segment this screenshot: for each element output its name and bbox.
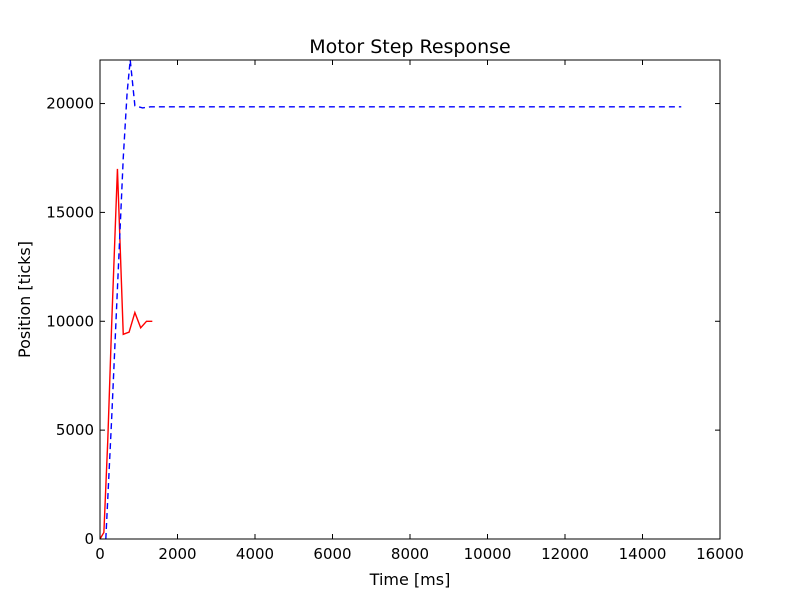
plot-area	[100, 60, 720, 539]
y-tick-label: 10000	[46, 312, 94, 330]
x-tick-label: 12000	[541, 545, 589, 563]
x-tick-label: 6000	[313, 545, 351, 563]
x-tick-label: 16000	[696, 545, 744, 563]
x-tick-label: 14000	[619, 545, 667, 563]
x-axis-label: Time [ms]	[369, 570, 451, 589]
plot-frame	[99, 59, 721, 540]
x-tick-label: 4000	[236, 545, 274, 563]
series-line-2	[105, 60, 682, 539]
series-line-1	[100, 168, 153, 539]
x-tick-label: 0	[95, 545, 105, 563]
chart-title: Motor Step Response	[309, 36, 511, 58]
y-tick-label: 0	[84, 530, 94, 548]
series-layer	[100, 60, 682, 539]
x-tick-label: 8000	[391, 545, 429, 563]
y-tick-label: 20000	[46, 95, 94, 113]
y-tick-label: 5000	[56, 421, 94, 439]
x-tick-label: 10000	[464, 545, 512, 563]
x-tick-label: 2000	[158, 545, 196, 563]
y-axis-label: Position [ticks]	[15, 241, 34, 358]
ticks-layer: 0 2000 4000 6000 8000 10000 12000 14000 16000 0 50…	[46, 60, 744, 563]
y-tick-label: 15000	[46, 203, 94, 221]
